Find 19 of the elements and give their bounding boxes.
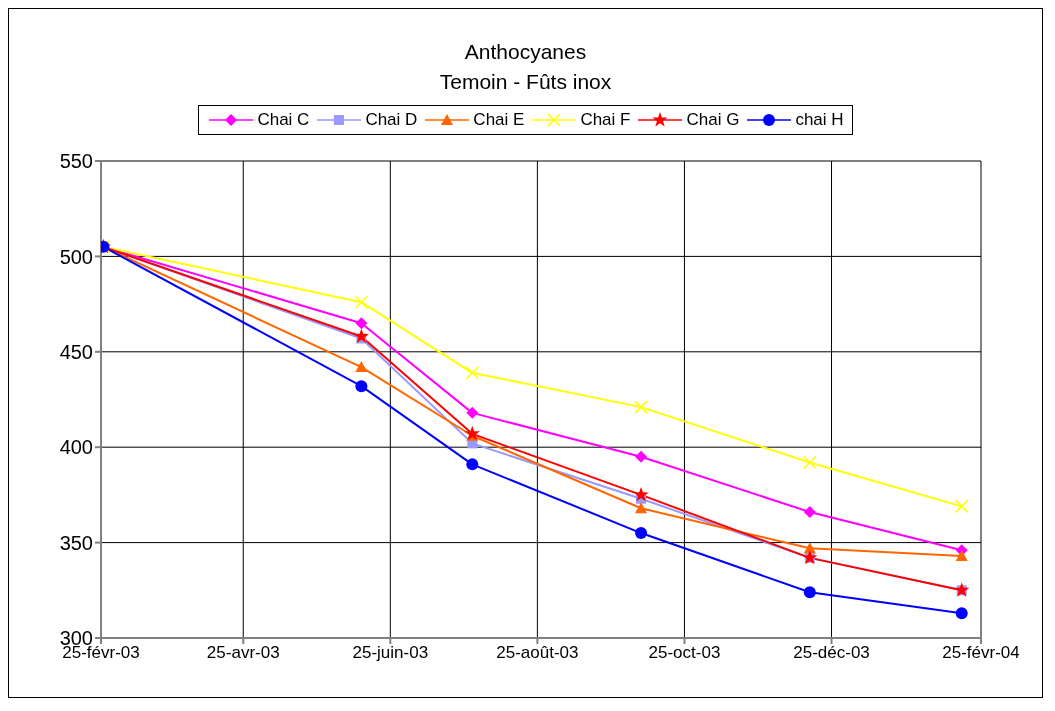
- y-tick-label: 500: [59, 245, 93, 268]
- legend-label: Chai F: [580, 110, 631, 130]
- legend-label: Chai D: [365, 110, 418, 130]
- x-tick-label: 25-oct-03: [648, 643, 721, 663]
- x-tick-label: 25-déc-03: [793, 643, 870, 663]
- legend-label: Chai G: [686, 110, 740, 130]
- y-tick-label: 400: [59, 436, 93, 459]
- legend-label: Chai E: [473, 110, 525, 130]
- x-tick-label: 25-juin-03: [352, 643, 429, 663]
- y-tick-label: 350: [59, 531, 93, 554]
- x-tick-label: 25-avr-03: [206, 643, 280, 663]
- y-tick-label: 450: [59, 340, 93, 363]
- x-tick-label: 25-août-03: [496, 643, 579, 663]
- chart-subtitle: Temoin - Fûts inox: [438, 69, 613, 95]
- y-tick-label: 550: [59, 150, 93, 173]
- chart-title: Anthocyanes: [463, 39, 588, 65]
- legend-label: chai H: [795, 110, 844, 130]
- legend-label: Chai C: [257, 110, 310, 130]
- x-tick-label: 25-févr-04: [942, 643, 1020, 663]
